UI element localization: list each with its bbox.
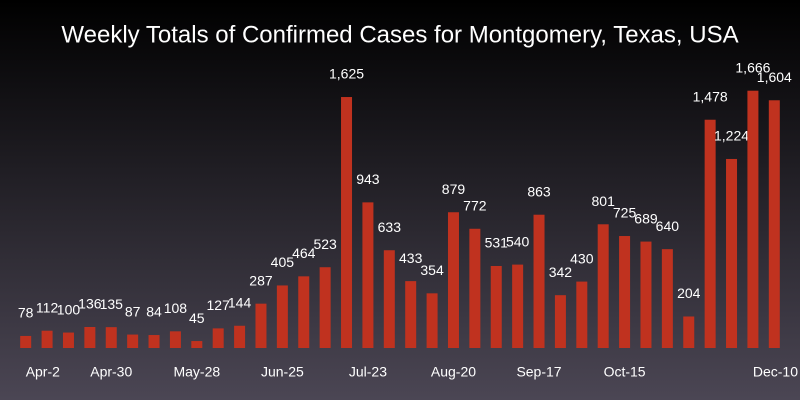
x-tick-label: Jun-25: [261, 364, 304, 380]
bar: [554, 295, 566, 348]
bar: [490, 265, 502, 348]
bar: [447, 212, 459, 348]
value-label: 45: [189, 310, 205, 326]
bar: [405, 281, 417, 348]
value-label: 204: [677, 285, 701, 301]
bar: [426, 293, 438, 348]
x-tick-label: May-28: [173, 364, 220, 380]
bar: [768, 100, 780, 348]
bar: [683, 316, 695, 348]
bar: [533, 214, 545, 348]
x-tick-label: Oct-15: [604, 364, 646, 380]
bar: [191, 341, 203, 348]
value-label: 84: [146, 304, 162, 320]
value-label: 801: [592, 193, 616, 209]
value-label: 405: [271, 254, 295, 270]
value-label: 1,625: [329, 66, 364, 82]
value-label: 135: [100, 296, 124, 312]
value-label: 1,666: [735, 59, 770, 75]
bar: [383, 250, 395, 348]
x-tick-label: Dec-10: [753, 364, 798, 380]
bar: [469, 228, 481, 348]
value-label: 430: [570, 250, 594, 266]
bar: [619, 236, 631, 348]
value-label: 640: [656, 218, 680, 234]
value-label: 136: [78, 296, 102, 312]
value-label: 689: [634, 210, 658, 226]
bar: [105, 327, 117, 348]
bar: [234, 325, 246, 348]
value-label: 540: [506, 233, 530, 249]
chart-title: Weekly Totals of Confirmed Cases for Mon…: [61, 21, 738, 48]
value-label: 523: [313, 236, 337, 252]
value-label: 112: [36, 299, 59, 315]
value-label: 433: [399, 250, 423, 266]
bar: [661, 249, 673, 348]
bar: [62, 332, 74, 348]
value-label: 1,224: [714, 128, 749, 144]
bar: [127, 334, 139, 348]
value-label: 342: [549, 264, 573, 280]
value-label: 127: [207, 297, 231, 313]
bar: [319, 267, 331, 348]
bar: [704, 119, 716, 348]
bar: [726, 158, 738, 348]
value-label: 100: [57, 301, 81, 317]
value-label: 531: [485, 235, 509, 251]
value-label: 78: [18, 305, 34, 321]
value-label: 879: [442, 181, 466, 197]
bar: [512, 264, 524, 348]
bar: [212, 328, 224, 348]
value-label: 87: [125, 303, 141, 319]
value-label: 943: [356, 171, 380, 187]
value-label: 863: [527, 183, 551, 199]
bar: [255, 303, 267, 348]
bar: [276, 285, 288, 348]
value-label: 1,478: [693, 88, 728, 104]
bar: [597, 224, 609, 348]
value-label: 144: [228, 294, 252, 310]
value-label: 1,604: [757, 69, 792, 85]
bar: [169, 331, 181, 348]
value-label: 287: [249, 272, 273, 288]
value-label: 464: [292, 245, 316, 261]
bar: [84, 326, 96, 348]
bar: [576, 281, 588, 348]
x-tick-label: Jul-23: [349, 364, 387, 380]
bar: [41, 330, 53, 348]
value-label: 108: [164, 300, 188, 316]
bar: [362, 202, 374, 348]
x-tick-label: Apr-30: [90, 364, 132, 380]
x-tick-label: Apr-2: [26, 364, 60, 380]
x-tick-label: Aug-20: [431, 364, 476, 380]
bar: [640, 241, 652, 348]
bar: [747, 90, 759, 348]
value-label: 725: [613, 205, 637, 221]
bar: [20, 335, 32, 348]
value-label: 633: [378, 219, 402, 235]
bar: [341, 97, 353, 349]
x-tick-label: Sep-17: [516, 364, 561, 380]
value-label: 354: [420, 262, 444, 278]
value-label: 772: [463, 197, 487, 213]
bar: [148, 335, 160, 348]
bar: [298, 276, 310, 348]
